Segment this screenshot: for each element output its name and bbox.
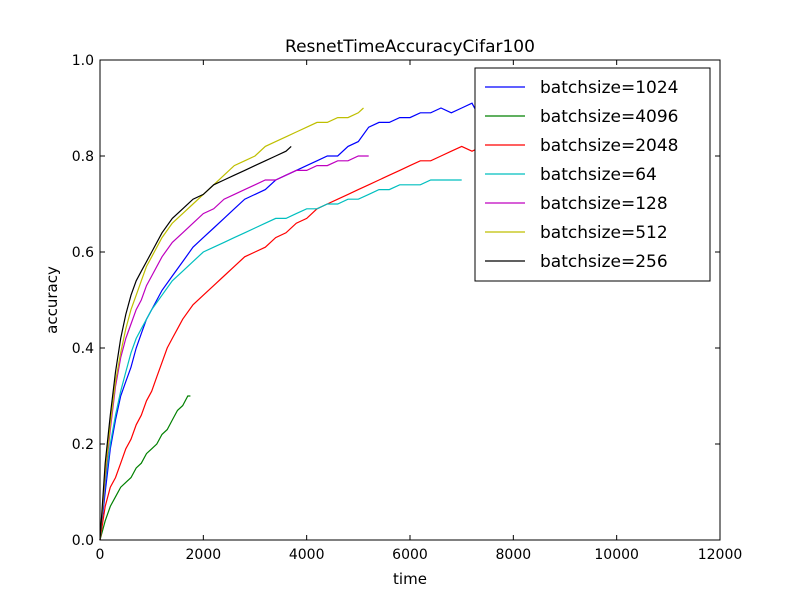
x-tick-label: 0	[96, 547, 105, 563]
series-line-4	[99, 155, 369, 541]
plot-frame	[99, 59, 721, 541]
y-tick-label: 0.0	[72, 533, 94, 549]
x-tick-label: 2000	[186, 547, 222, 563]
series-line-2	[99, 145, 483, 541]
x-tick-label: 6000	[392, 547, 428, 563]
legend-label: batchsize=1024	[540, 78, 678, 98]
x-tick-label: 12000	[698, 547, 743, 563]
legend: batchsize=1024 batchsize=4096 batchsize=20…	[474, 67, 711, 282]
legend-label: batchsize=64	[540, 165, 657, 185]
series-line-6	[99, 145, 292, 541]
ticks-layer: 0 2000 4000 6000 8000 10000 12000 0.0 0.2 0.4 0.6 0…	[72, 53, 743, 563]
x-tick-label: 4000	[289, 547, 325, 563]
x-tick-label: 10000	[594, 547, 639, 563]
y-tick-label: 0.8	[72, 149, 94, 165]
legend-label: batchsize=2048	[540, 136, 678, 156]
y-axis-label: accuracy	[43, 266, 61, 334]
series-line-1	[99, 395, 191, 541]
y-tick-label: 0.2	[72, 437, 94, 453]
y-tick-label: 0.4	[72, 341, 94, 357]
legend-label: batchsize=256	[540, 252, 668, 272]
legend-label: batchsize=4096	[540, 107, 678, 127]
series-line-0	[99, 102, 478, 541]
chart-title: ResnetTimeAccuracyCifar100	[285, 37, 535, 57]
y-tick-label: 1.0	[72, 53, 94, 69]
y-tick-label: 0.6	[72, 245, 94, 261]
legend-label: batchsize=128	[540, 194, 668, 214]
series-line-3	[99, 179, 462, 541]
legend-label: batchsize=512	[540, 223, 668, 243]
x-tick-label: 8000	[496, 547, 532, 563]
x-axis-label: time	[393, 570, 427, 588]
series-layer	[99, 102, 483, 541]
